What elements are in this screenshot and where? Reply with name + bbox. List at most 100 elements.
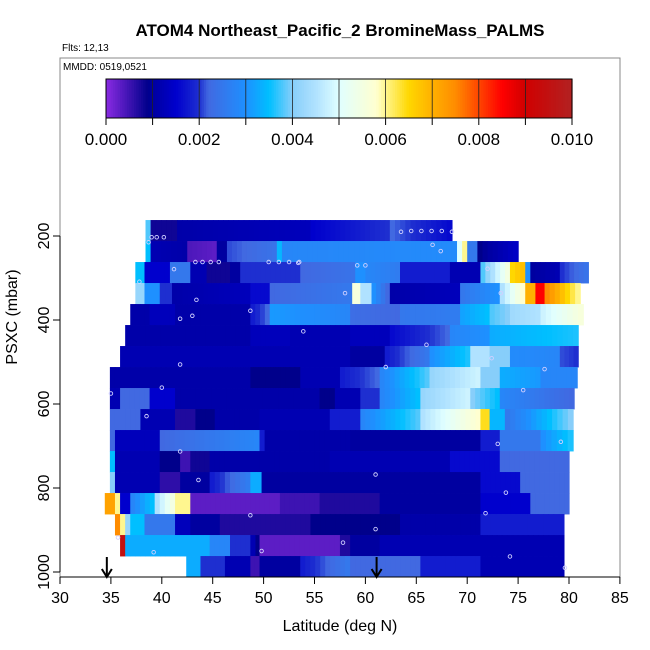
heatmap-cell <box>395 514 401 536</box>
heatmap-cell <box>514 451 521 473</box>
colorbar-swatch <box>506 79 510 118</box>
heatmap-cell <box>516 556 523 578</box>
heatmap-cell <box>190 304 196 326</box>
heatmap-cell <box>454 472 461 494</box>
heatmap-cell <box>299 493 306 515</box>
heatmap-cell <box>395 430 401 452</box>
heatmap-cell <box>250 262 256 284</box>
colorbar-swatch <box>399 79 403 118</box>
heatmap-cell <box>355 409 361 431</box>
heatmap-cell <box>197 241 203 263</box>
colorbar-swatch <box>401 79 405 118</box>
heatmap-cell <box>307 241 314 263</box>
heatmap-cell <box>285 325 291 347</box>
heatmap-cell <box>190 514 196 536</box>
heatmap-cell <box>235 535 241 557</box>
heatmap-cell <box>460 262 466 284</box>
heatmap-cell <box>460 304 466 326</box>
colorbar-swatch <box>390 79 394 118</box>
heatmap-cell <box>374 346 381 368</box>
heatmap-cell <box>355 304 361 326</box>
y-tick-label: 1000 <box>36 554 53 590</box>
heatmap-cell <box>564 472 570 494</box>
heatmap-cell <box>260 304 266 326</box>
heatmap-cell <box>182 241 188 263</box>
heatmap-cell <box>557 325 564 347</box>
heatmap-cell <box>390 430 396 452</box>
heatmap-cell <box>556 367 563 389</box>
heatmap-cell <box>180 388 186 410</box>
heatmap-cell <box>465 283 471 305</box>
heatmap-cell <box>480 493 487 515</box>
heatmap-cell <box>174 535 181 557</box>
heatmap-cell <box>104 493 111 515</box>
heatmap-cell <box>300 220 306 242</box>
heatmap-cell <box>510 409 516 431</box>
colorbar-swatch <box>171 79 175 118</box>
heatmap-cell <box>211 262 217 284</box>
heatmap-cell <box>509 304 516 326</box>
heatmap-cell <box>439 346 446 368</box>
heatmap-cell <box>439 451 446 473</box>
colorbar-swatch <box>152 79 156 118</box>
heatmap-cell <box>440 430 446 452</box>
heatmap-cell <box>242 388 248 410</box>
heatmap-cell <box>363 472 370 494</box>
heatmap-cell <box>305 367 311 389</box>
colorbar-swatch <box>467 79 471 118</box>
heatmap-cell <box>409 472 415 494</box>
colorbar-swatch <box>418 79 422 118</box>
heatmap-cell <box>199 472 206 494</box>
heatmap-cell <box>574 262 580 284</box>
heatmap-cell <box>526 325 532 347</box>
colorbar-swatch <box>308 79 312 118</box>
heatmap-cell <box>170 367 176 389</box>
heatmap-cell <box>145 346 152 368</box>
heatmap-cell <box>266 241 273 263</box>
colorbar-swatch <box>357 79 361 118</box>
heatmap-cell <box>185 472 191 494</box>
heatmap-cell <box>484 346 491 368</box>
heatmap-cell <box>299 430 306 452</box>
heatmap-cell <box>294 451 301 473</box>
heatmap-cell <box>319 451 326 473</box>
colorbar-swatch <box>306 79 310 118</box>
colorbar-swatch <box>415 79 419 118</box>
heatmap-cell <box>441 241 448 263</box>
heatmap-cell <box>185 409 191 431</box>
heatmap-cell <box>150 535 156 557</box>
heatmap-cell <box>295 367 301 389</box>
heatmap-cell <box>485 556 492 578</box>
heatmap-cell <box>295 556 301 578</box>
heatmap-cell <box>395 262 401 284</box>
heatmap-cell <box>470 493 476 515</box>
heatmap-cell <box>130 304 136 326</box>
heatmap-cell <box>487 241 494 263</box>
heatmap-cell <box>293 346 300 368</box>
heatmap-cell <box>294 535 301 557</box>
heatmap-cell <box>400 220 406 242</box>
heatmap-cell <box>304 493 311 515</box>
heatmap-cell <box>504 388 511 410</box>
heatmap-cell <box>530 304 537 326</box>
heatmap-cell <box>159 535 166 557</box>
heatmap-cell <box>519 346 526 368</box>
colorbar-swatch <box>485 79 489 118</box>
heatmap-cell <box>255 472 263 494</box>
heatmap-cell <box>185 451 191 473</box>
heatmap-cell <box>190 409 196 431</box>
heatmap-cell <box>543 535 550 557</box>
heatmap-cell <box>119 367 126 389</box>
heatmap-cell <box>494 409 501 431</box>
heatmap-cell <box>340 514 346 536</box>
observation-point <box>558 439 564 445</box>
heatmap-cell <box>379 325 386 347</box>
heatmap-cell <box>244 451 251 473</box>
x-tick-label: 50 <box>255 590 273 607</box>
colorbar-swatch <box>406 79 410 118</box>
heatmap-cell <box>234 283 241 305</box>
heatmap-cell <box>295 220 301 242</box>
heatmap-cell <box>114 409 121 431</box>
heatmap-cell <box>516 514 523 536</box>
heatmap-cell <box>224 430 231 452</box>
